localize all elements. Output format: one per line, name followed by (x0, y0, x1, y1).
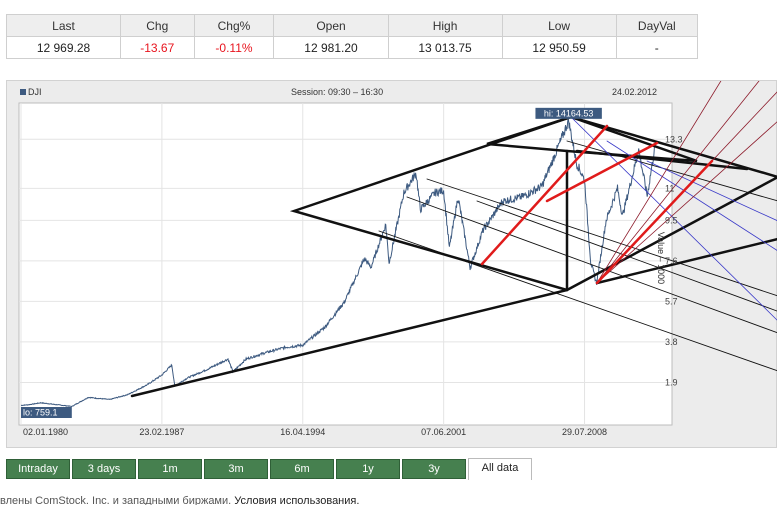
x-tick-label: 16.04.1994 (280, 427, 325, 437)
plot-area (18, 102, 673, 426)
fan-line-red-4 (596, 121, 777, 284)
chart-header: DJI Session: 09:30 – 16:30 24.02.2012 (7, 81, 776, 103)
fan-line-blue-1 (570, 116, 777, 321)
tab-1m[interactable]: 1m (138, 459, 202, 479)
tab-all-data[interactable]: All data (468, 458, 532, 480)
chart-date: 24.02.2012 (612, 87, 658, 97)
tab-intraday[interactable]: Intraday (6, 459, 70, 479)
value-high: 13 013.75 (387, 36, 503, 59)
y-tick-label: 13.3 (665, 134, 683, 144)
tab-3-days[interactable]: 3 days (72, 459, 136, 479)
tab-3m[interactable]: 3m (204, 459, 268, 479)
footer-text: влены ComStock. Inc. и западными биржами… (0, 495, 235, 505)
value-last: 12 969.28 (5, 36, 122, 59)
value-dayval: - (615, 36, 699, 59)
header-open: Open (273, 14, 389, 37)
session-label: Session: 09:30 – 16:30 (291, 87, 384, 97)
x-tick-label: 23.02.1987 (139, 427, 184, 437)
y-axis-label: Value – 1000 (656, 232, 666, 284)
axis-marks: 13.3 11 9.5 7.6 5.7 3.8 1.9 02.01.1980 23.02.198… (21, 107, 683, 437)
trend-drawings (130, 81, 777, 398)
upper-triangle (486, 115, 698, 163)
value-low: 12 950.59 (501, 36, 617, 59)
fan-line-blue-2 (606, 140, 777, 251)
tab-1y[interactable]: 1y (336, 459, 400, 479)
y-tick-label: 11 (665, 183, 674, 193)
red-parallel-2 (545, 141, 659, 203)
quote-value-row: 12 969.28 -13.67 -0.11% 12 981.20 13 013… (5, 36, 699, 59)
header-low: Low (501, 14, 617, 37)
tab-3y[interactable]: 3y (402, 459, 466, 479)
quote-table: Last Chg Chg% Open High Low DayVal 12 96… (5, 14, 699, 59)
symbol-label: DJI (20, 87, 42, 97)
fan-line-red-1 (596, 81, 722, 284)
hi-label-box (535, 107, 602, 119)
value-chg-pct: -0.11% (193, 36, 275, 59)
quote-header-row: Last Chg Chg% Open High Low DayVal (5, 14, 699, 37)
channel-line-4 (566, 140, 777, 202)
hi-label: hi: 14164.53 (544, 108, 594, 118)
fan-line-red-2 (596, 81, 760, 284)
lower-trendline (595, 237, 777, 285)
price-line (20, 118, 656, 408)
dji-chart[interactable]: 13.3 11 9.5 7.6 5.7 3.8 1.9 02.01.1980 23.02.198… (7, 81, 777, 449)
terms-link[interactable]: Условия использования. (234, 495, 360, 505)
series-color-icon (20, 89, 26, 95)
lo-label-box (21, 407, 72, 418)
red-parallel-3 (595, 159, 714, 285)
channel-line-1 (378, 230, 777, 372)
header-dayval: DayVal (615, 14, 699, 37)
red-parallel-1 (480, 124, 609, 266)
y-tick-label: 7.6 (665, 256, 678, 266)
x-tick-label: 07.06.2001 (421, 427, 466, 437)
lo-label: lo: 759.1 (23, 408, 58, 418)
fan-line-blue-3 (646, 160, 777, 221)
header-chg-pct: Chg% (193, 14, 275, 37)
long-trendline (130, 288, 569, 398)
diamond-pattern (289, 115, 777, 292)
value-open: 12 981.20 (273, 36, 389, 59)
value-chg: -13.67 (120, 36, 195, 59)
y-tick-label: 1.9 (665, 377, 678, 387)
chart-frame[interactable]: DJI Session: 09:30 – 16:30 24.02.2012 (6, 80, 777, 448)
header-chg: Chg (120, 14, 195, 37)
symbol-text: DJI (28, 87, 42, 97)
x-tick-label: 29.07.2008 (562, 427, 607, 437)
header-high: High (387, 14, 503, 37)
tab-6m[interactable]: 6m (270, 459, 334, 479)
channel-line-3 (426, 178, 777, 297)
y-tick-label: 5.7 (665, 296, 678, 306)
footer: влены ComStock. Inc. и западными биржами… (0, 495, 359, 505)
mid-line (575, 149, 749, 171)
x-tick-label: 02.01.1980 (23, 427, 68, 437)
y-tick-label: 9.5 (665, 215, 678, 225)
y-tick-label: 3.8 (665, 337, 678, 347)
header-last: Last (5, 14, 122, 37)
channel-line-2 (406, 196, 777, 334)
